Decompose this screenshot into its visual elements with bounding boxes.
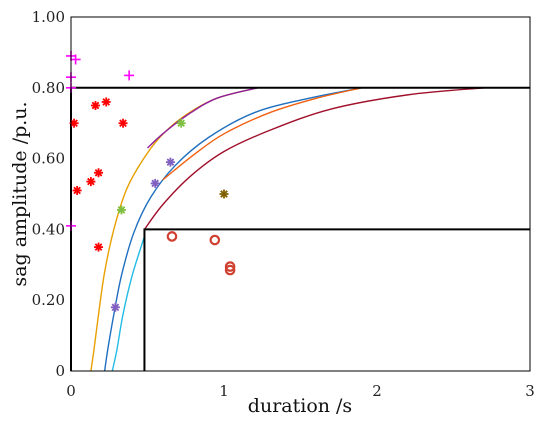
markers-layer [66,50,236,312]
curves-layer [90,87,485,372]
data-point-circle [209,234,221,246]
tolerance-curve [111,236,146,372]
y-tick-label: 0 [55,362,65,380]
regions-layer [70,86,530,371]
data-point-star [116,205,126,215]
y-tick-label: 0.80 [32,79,65,97]
data-point-star [150,178,160,188]
region-boundary-line [143,228,530,371]
plot-frame [70,16,531,372]
data-point-star [72,185,82,195]
data-point-star [94,242,104,252]
tolerance-curve [162,87,362,181]
x-tick-label: 0 [66,382,76,400]
x-tick-label: 3 [525,382,535,400]
data-point-star [118,118,128,128]
y-tick-label: 1.00 [32,8,65,26]
data-point-star [176,118,186,128]
tolerance-curve [90,87,258,372]
data-point-plus [70,54,81,65]
data-point-star [94,168,104,178]
data-point-circle [166,231,178,242]
tolerance-curve [147,87,258,149]
data-point-star [110,302,120,312]
data-point-plus [124,70,135,81]
y-tick-label: 0.60 [32,150,65,168]
y-tick-labels: 0 0.20 0.40 0.60 0.80 1.00 [32,8,65,380]
data-point-circle [224,264,236,276]
x-tick-labels: 0 1 2 3 [66,382,535,400]
data-point-star [101,97,111,107]
data-point-circle [224,261,236,272]
y-axis-label: sag amplitude /p.u. [9,101,31,286]
data-point-star [86,177,96,187]
x-axis-label: duration /s [248,395,352,417]
data-point-star [90,101,100,110]
y-tick-label: 0.20 [32,291,65,309]
x-tick-label: 1 [219,382,229,400]
x-tick-label: 2 [372,382,382,400]
tolerance-curve [103,87,362,372]
data-point-star [219,189,229,199]
data-point-star [165,157,175,167]
tolerance-curve [143,87,485,230]
y-tick-label: 0.40 [32,220,65,238]
